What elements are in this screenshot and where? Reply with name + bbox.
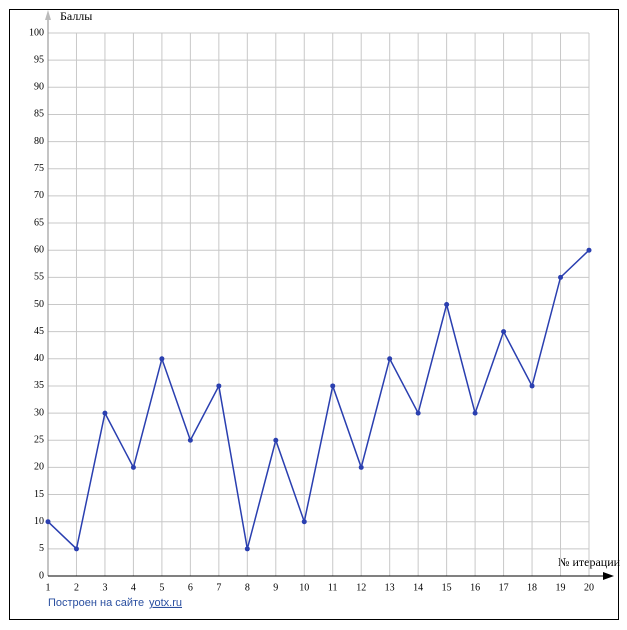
x-tick-label: 11 [328, 582, 338, 593]
point [586, 247, 592, 253]
point [387, 356, 393, 362]
x-tick-label: 17 [499, 582, 509, 593]
y-tick-label: 70 [34, 190, 44, 201]
x-tick-label: 18 [527, 582, 537, 593]
footer-text: Построен на сайте [48, 597, 144, 609]
x-tick-label: 1 [46, 582, 51, 593]
x-tick-label: 13 [385, 582, 395, 593]
y-tick-label: 80 [34, 136, 44, 147]
x-axis-arrow [603, 572, 614, 580]
y-tick-label: 0 [39, 570, 44, 581]
point [45, 519, 51, 525]
y-tick-label: 75 [34, 163, 44, 174]
point [216, 383, 222, 389]
y-tick-label: 55 [34, 272, 44, 283]
x-tick-label: 20 [584, 582, 594, 593]
x-tick-label: 2 [74, 582, 79, 593]
point [273, 437, 279, 443]
grid [47, 32, 590, 577]
x-tick-label: 12 [356, 582, 366, 593]
x-tick-label: 8 [245, 582, 250, 593]
point [244, 546, 250, 552]
y-tick-label: 20 [34, 462, 44, 473]
point [187, 437, 193, 443]
x-tick-label: 10 [299, 582, 309, 593]
point [102, 410, 108, 416]
y-axis-label: Баллы [60, 9, 92, 23]
x-tick-label: 14 [413, 582, 423, 593]
point [529, 383, 535, 389]
y-tick-label: 5 [39, 543, 44, 554]
y-tick-label: 50 [34, 299, 44, 310]
x-tick-label: 16 [470, 582, 480, 593]
y-axis-arrow [45, 10, 51, 20]
y-tick-label: 30 [34, 407, 44, 418]
x-tick-label: 4 [131, 582, 136, 593]
point [330, 383, 336, 389]
y-tick-label: 15 [34, 489, 44, 500]
point [444, 302, 450, 307]
point [415, 410, 421, 416]
y-tick-label: 45 [34, 326, 44, 337]
x-tick-label: 5 [159, 582, 164, 593]
y-tick-label: 10 [34, 516, 44, 527]
y-tick-label: 85 [34, 109, 44, 120]
point [301, 519, 307, 525]
line [47, 249, 590, 551]
point [130, 464, 136, 470]
y-tick-label: 40 [34, 353, 44, 364]
y-tick-label: 65 [34, 217, 44, 228]
y-tick-label: 95 [34, 54, 44, 65]
footer-link[interactable]: yotx.ru [149, 597, 182, 609]
point [558, 274, 564, 280]
point [501, 329, 507, 335]
point [358, 464, 364, 470]
y-tick-label: 90 [34, 82, 44, 93]
x-tick-label: 15 [442, 582, 452, 593]
x-tick-label: 9 [273, 582, 278, 593]
y-tick-label: 35 [34, 380, 44, 391]
x-tick-label: 3 [102, 582, 107, 593]
y-tick-label: 60 [34, 244, 44, 255]
x-tick-label: 6 [188, 582, 193, 593]
point [159, 356, 165, 362]
frame [9, 9, 619, 620]
x-tick-label: 19 [556, 582, 566, 593]
point [472, 410, 478, 416]
y-tick-label: 25 [34, 435, 44, 446]
point [73, 546, 79, 552]
y-tick-label: 100 [29, 27, 44, 38]
x-tick-label: 7 [216, 582, 221, 593]
